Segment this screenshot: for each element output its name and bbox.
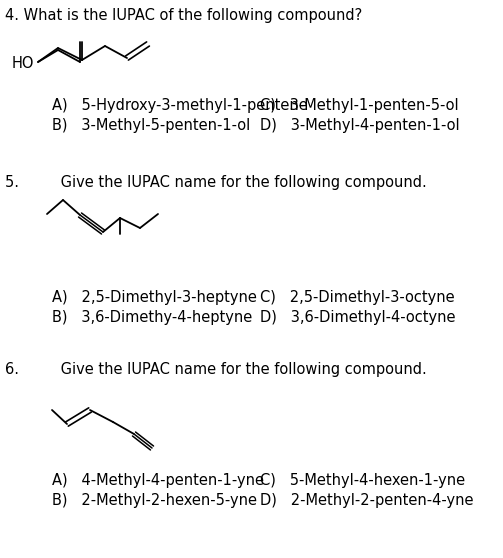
Text: D)   3,6-Dimethyl-4-octyne: D) 3,6-Dimethyl-4-octyne [260, 310, 456, 325]
Text: D)   2-Methyl-2-penten-4-yne: D) 2-Methyl-2-penten-4-yne [260, 493, 473, 508]
Text: D)   3-Methyl-4-penten-1-ol: D) 3-Methyl-4-penten-1-ol [260, 118, 460, 133]
Text: 6.         Give the IUPAC name for the following compound.: 6. Give the IUPAC name for the following… [5, 362, 427, 377]
Text: C)   5-Methyl-4-hexen-1-yne: C) 5-Methyl-4-hexen-1-yne [260, 473, 465, 488]
Text: HO: HO [12, 55, 35, 70]
Text: C)   3-Methyl-1-penten-5-ol: C) 3-Methyl-1-penten-5-ol [260, 98, 459, 113]
Text: B)   3,6-Dimethy-4-heptyne: B) 3,6-Dimethy-4-heptyne [52, 310, 252, 325]
Text: A)   2,5-Dimethyl-3-heptyne: A) 2,5-Dimethyl-3-heptyne [52, 290, 257, 305]
Text: B)   2-Methyl-2-hexen-5-yne: B) 2-Methyl-2-hexen-5-yne [52, 493, 257, 508]
Text: 4. What is the IUPAC of the following compound?: 4. What is the IUPAC of the following co… [5, 8, 362, 23]
Text: B)   3-Methyl-5-penten-1-ol: B) 3-Methyl-5-penten-1-ol [52, 118, 250, 133]
Text: A)   5-Hydroxy-3-methyl-1-pentene: A) 5-Hydroxy-3-methyl-1-pentene [52, 98, 308, 113]
Text: C)   2,5-Dimethyl-3-octyne: C) 2,5-Dimethyl-3-octyne [260, 290, 455, 305]
Text: 5.         Give the IUPAC name for the following compound.: 5. Give the IUPAC name for the following… [5, 175, 427, 190]
Text: A)   4-Methyl-4-penten-1-yne: A) 4-Methyl-4-penten-1-yne [52, 473, 264, 488]
